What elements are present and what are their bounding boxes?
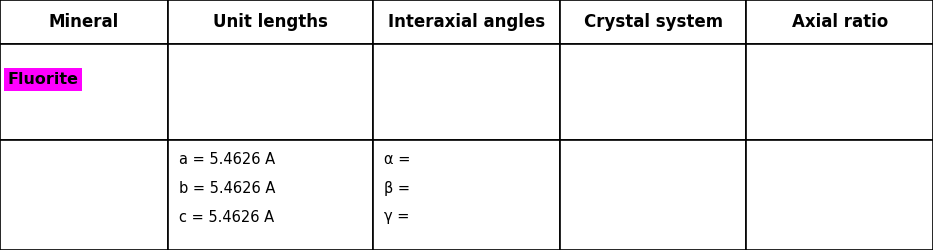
Text: Axial ratio: Axial ratio bbox=[791, 13, 888, 31]
Bar bbox=[373, 44, 560, 140]
Bar bbox=[373, 140, 560, 250]
Text: α =: α = bbox=[384, 152, 411, 167]
Text: Fluorite: Fluorite bbox=[7, 72, 78, 87]
Text: a = 5.4626 A: a = 5.4626 A bbox=[179, 152, 275, 167]
Text: Interaxial angles: Interaxial angles bbox=[388, 13, 545, 31]
Text: c = 5.4626 A: c = 5.4626 A bbox=[179, 210, 274, 224]
Bar bbox=[560, 44, 746, 140]
Bar bbox=[746, 140, 933, 250]
Text: Mineral: Mineral bbox=[49, 13, 119, 31]
Bar bbox=[168, 0, 373, 44]
Text: b = 5.4626 A: b = 5.4626 A bbox=[179, 181, 275, 196]
Bar bbox=[168, 44, 373, 140]
Bar bbox=[0, 0, 168, 44]
Text: γ =: γ = bbox=[384, 210, 410, 224]
Text: Unit lengths: Unit lengths bbox=[213, 13, 328, 31]
Bar bbox=[0, 44, 168, 140]
Bar bbox=[0, 140, 168, 250]
Bar bbox=[560, 140, 746, 250]
Bar bbox=[373, 0, 560, 44]
Bar bbox=[746, 0, 933, 44]
Bar bbox=[168, 140, 373, 250]
Bar bbox=[560, 0, 746, 44]
Text: Crystal system: Crystal system bbox=[583, 13, 723, 31]
Text: β =: β = bbox=[384, 181, 411, 196]
Bar bbox=[746, 44, 933, 140]
